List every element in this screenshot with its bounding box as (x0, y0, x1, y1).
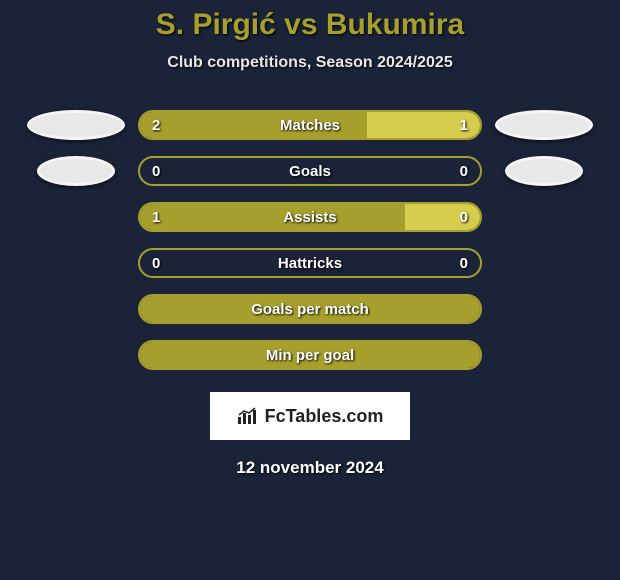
date-label: 12 november 2024 (0, 458, 620, 478)
stat-row: 0 0Goals (0, 148, 620, 194)
stat-row: 0 0Hattricks (0, 240, 620, 286)
bar-fill-left (140, 204, 405, 230)
stat-bar: Goals per match (138, 294, 482, 324)
stat-value-right: 0 (460, 158, 468, 184)
avatar-slot-right (482, 156, 606, 186)
comparison-card: S. Pirgić vs Bukumira Club competitions,… (0, 0, 620, 478)
avatar-slot-right (482, 110, 606, 140)
avatar-slot-left (14, 110, 138, 140)
stat-bar: 0 0Goals (138, 156, 482, 186)
stat-label: Hattricks (140, 250, 480, 276)
bar-fill-right (405, 204, 480, 230)
logo-badge: FcTables.com (210, 392, 410, 440)
stat-row: 10Assists (0, 194, 620, 240)
stat-value-left: 0 (152, 158, 160, 184)
stat-row: Goals per match (0, 286, 620, 332)
player-avatar-right (505, 156, 583, 186)
page-subtitle: Club competitions, Season 2024/2025 (0, 54, 620, 72)
logo-text: FcTables.com (265, 406, 384, 427)
bar-fill-full (140, 296, 480, 322)
chart-icon (237, 407, 259, 425)
stat-bar: 0 0Hattricks (138, 248, 482, 278)
stat-rows: 21Matches00Goals10Assists00HattricksGoal… (0, 102, 620, 378)
avatar-slot-left (14, 156, 138, 186)
player-avatar-left (27, 110, 125, 140)
stat-value-left: 0 (152, 250, 160, 276)
player-avatar-right (495, 110, 593, 140)
stat-bar: 21Matches (138, 110, 482, 140)
stat-value-right: 0 (460, 250, 468, 276)
bar-fill-full (140, 342, 480, 368)
stat-bar: 10Assists (138, 202, 482, 232)
bar-fill-left (140, 112, 367, 138)
bar-fill-right (367, 112, 480, 138)
player-avatar-left (37, 156, 115, 186)
stat-bar: Min per goal (138, 340, 482, 370)
stat-row: 21Matches (0, 102, 620, 148)
stat-row: Min per goal (0, 332, 620, 378)
page-title: S. Pirgić vs Bukumira (0, 8, 620, 42)
stat-label: Goals (140, 158, 480, 184)
